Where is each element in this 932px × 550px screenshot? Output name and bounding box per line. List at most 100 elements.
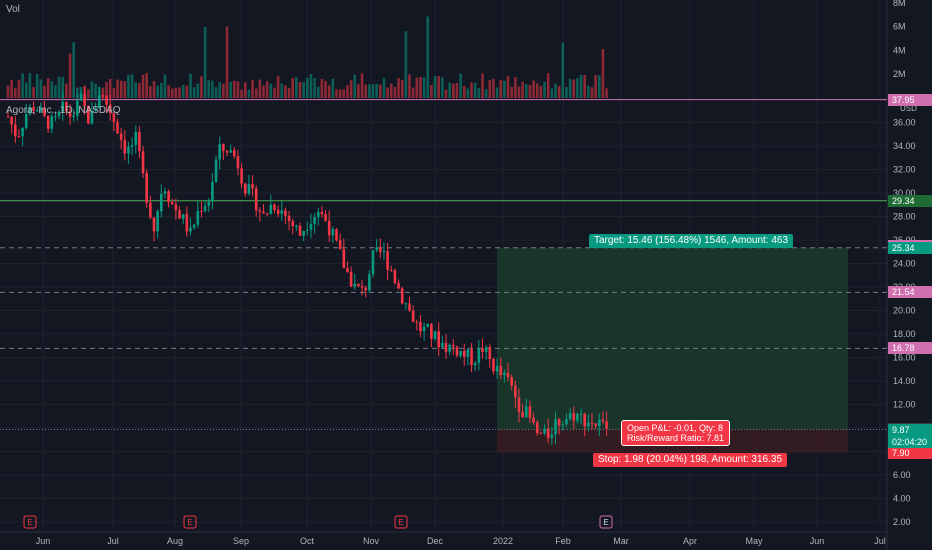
volume-bar xyxy=(360,73,364,98)
candle-body xyxy=(568,413,572,420)
earnings-letter: E xyxy=(187,518,192,527)
volume-bar xyxy=(587,85,590,98)
volume-bar xyxy=(119,80,123,98)
volume-tick-label: 2M xyxy=(893,69,906,79)
candle-body xyxy=(218,144,221,160)
candle-body xyxy=(229,150,232,153)
volume-tick-label: 8M xyxy=(893,0,906,8)
volume-bar xyxy=(320,79,324,98)
volume-bar xyxy=(313,77,316,98)
candle-body xyxy=(258,210,262,212)
volume-bar xyxy=(39,79,43,98)
pnl-box[interactable]: Open P&L: -0.01, Qty: 8 Risk/Reward Rati… xyxy=(621,420,731,446)
candle-body xyxy=(262,211,265,214)
candle-body xyxy=(525,406,528,418)
volume-bar xyxy=(565,87,568,98)
volume-bar xyxy=(273,87,276,98)
candle-body xyxy=(430,323,433,339)
countdown-tag: 02:04:20 xyxy=(888,435,932,448)
volume-bar xyxy=(72,42,75,98)
candle-body xyxy=(404,303,408,305)
y-tick-label: 12.00 xyxy=(893,400,916,410)
volume-bar xyxy=(127,74,130,98)
volume-bar xyxy=(419,76,422,98)
volume-bar xyxy=(535,83,539,98)
candle-body xyxy=(375,247,378,251)
candle-body xyxy=(203,205,207,212)
volume-bar xyxy=(185,85,189,98)
candle-body xyxy=(331,229,335,236)
volume-bar xyxy=(291,77,294,98)
candle-body xyxy=(141,151,145,174)
candle-body xyxy=(72,115,75,117)
volume-bar xyxy=(379,84,382,98)
candle-body xyxy=(327,220,331,236)
volume-bar xyxy=(521,81,524,98)
candle-body xyxy=(554,419,557,435)
candle-body xyxy=(200,211,203,213)
candle-body xyxy=(116,121,119,134)
volume-bar xyxy=(309,73,313,98)
candle-body xyxy=(499,365,503,376)
volume-bar xyxy=(174,87,178,98)
candle-body xyxy=(306,229,309,231)
volume-bar xyxy=(462,85,466,98)
volume-bar xyxy=(353,74,357,98)
candle-body xyxy=(528,406,532,418)
candle-body xyxy=(389,269,393,271)
candle-body xyxy=(211,181,214,202)
volume-bar xyxy=(6,85,10,98)
volume-bar xyxy=(295,76,298,98)
volume-bar xyxy=(123,81,127,98)
volume-bar xyxy=(287,87,291,98)
volume-bar xyxy=(50,81,54,98)
candle-body xyxy=(561,424,565,426)
volume-bar xyxy=(196,83,200,98)
price-tag: 21.54 xyxy=(888,286,932,299)
candle-body xyxy=(32,106,35,111)
candle-body xyxy=(302,230,305,236)
volume-bar xyxy=(331,78,335,98)
earnings-letter: E xyxy=(603,518,608,527)
volume-bar xyxy=(561,42,565,98)
earnings-letter: E xyxy=(27,518,32,527)
candle-body xyxy=(386,251,389,270)
y-tick-label: 26.00 xyxy=(893,235,916,245)
volume-bar xyxy=(510,86,513,98)
candle-body xyxy=(243,183,247,194)
candle-body xyxy=(119,133,123,140)
volume-bar xyxy=(605,88,608,98)
volume-bar xyxy=(481,73,484,98)
candle-body xyxy=(535,422,539,434)
earnings-icon xyxy=(394,515,408,529)
candle-body xyxy=(6,116,10,118)
volume-bar xyxy=(149,86,152,98)
candle-body xyxy=(517,397,521,413)
volume-bar xyxy=(397,78,400,98)
volume-bar xyxy=(222,83,225,98)
candle-body xyxy=(54,116,57,118)
candle-body xyxy=(594,423,597,427)
volume-bar xyxy=(594,75,597,98)
volume-bar xyxy=(214,87,218,98)
candle-body xyxy=(477,348,481,363)
volume-bar xyxy=(411,87,415,98)
volume-bar xyxy=(68,53,72,98)
candle-body xyxy=(65,101,68,112)
candle-body xyxy=(466,349,470,357)
profit-zone xyxy=(497,247,848,430)
candle-body xyxy=(28,106,32,115)
candle-body xyxy=(408,303,411,311)
volume-bar xyxy=(83,85,86,98)
x-tick-label: Nov xyxy=(363,536,380,546)
volume-bar xyxy=(218,82,221,98)
candle-body xyxy=(506,372,510,378)
volume-bar xyxy=(189,73,192,98)
x-tick-label: Mar xyxy=(613,536,629,546)
volume-bar xyxy=(94,83,97,98)
candle-body xyxy=(254,188,258,211)
price-tag: 25.34 xyxy=(888,241,932,254)
candle-body xyxy=(14,124,17,137)
volume-bar xyxy=(43,85,46,98)
